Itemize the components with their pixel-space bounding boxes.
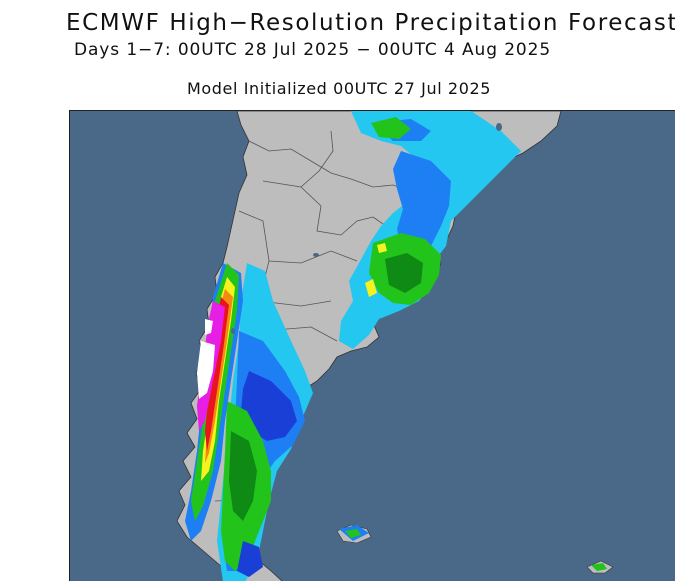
map-title: ECMWF High−Resolution Precipitation Fore… (66, 10, 675, 36)
model-init-time: Model Initialized 00UTC 27 Jul 2025 (187, 79, 492, 98)
lakes (231, 123, 502, 334)
precipitation-overlay (185, 111, 607, 581)
map-canvas (70, 111, 675, 581)
precipitation-map (69, 110, 675, 581)
forecast-period: Days 1−7: 00UTC 28 Jul 2025 − 00UTC 4 Au… (74, 40, 552, 60)
